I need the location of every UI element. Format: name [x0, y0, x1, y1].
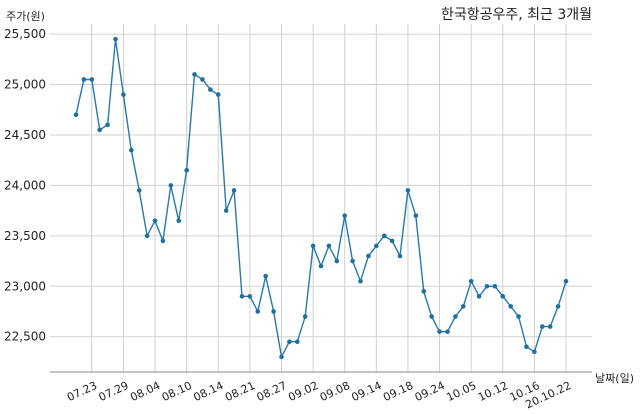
data-point: [310, 243, 316, 249]
data-point: [294, 339, 300, 345]
chart-title: 한국항공우주, 최근 3개월: [440, 7, 592, 23]
data-point: [381, 233, 387, 239]
data-point: [484, 283, 490, 289]
x-tick-label: 10.05: [444, 379, 478, 404]
data-point: [524, 344, 529, 350]
x-tick-label: 08.04: [128, 379, 162, 404]
y-tick-label: 24,000: [4, 178, 46, 192]
x-tick-label: 08.10: [160, 379, 194, 404]
data-point: [223, 208, 229, 213]
x-tick-label: 09.14: [350, 379, 384, 404]
data-point: [532, 349, 537, 355]
data-point: [516, 314, 521, 319]
x-tick-label: 07.23: [65, 379, 99, 404]
data-point: [429, 314, 434, 319]
data-point: [476, 294, 482, 299]
data-point: [271, 309, 276, 314]
data-point: [105, 122, 110, 128]
data-point: [73, 112, 79, 118]
y-tick-label: 22,500: [4, 330, 46, 344]
data-point: [555, 304, 561, 309]
data-point: [287, 339, 292, 345]
data-point: [413, 213, 419, 218]
data-point: [279, 354, 284, 360]
data-point: [563, 278, 569, 284]
x-tick-label: 08.27: [255, 379, 289, 404]
data-point: [350, 258, 355, 264]
data-point: [176, 218, 182, 223]
data-point: [136, 188, 142, 193]
data-point: [460, 304, 466, 309]
y-tick-label: 25,000: [4, 78, 46, 92]
data-point: [160, 238, 166, 244]
data-point: [200, 77, 205, 82]
data-point: [152, 218, 158, 223]
data-point: [113, 36, 118, 42]
data-point: [263, 273, 268, 279]
x-tick-label: 09.18: [381, 379, 415, 404]
data-point: [453, 314, 458, 319]
data-point: [121, 92, 126, 97]
data-point: [437, 329, 442, 334]
data-point: [334, 258, 340, 264]
data-point: [184, 167, 189, 173]
data-point: [239, 294, 245, 299]
data-point: [405, 188, 411, 193]
series-line: [75, 39, 567, 360]
data-point: [81, 77, 87, 82]
data-point: [397, 253, 403, 259]
data-point: [366, 253, 371, 259]
y-tick-label: 24,500: [4, 128, 46, 142]
x-tick-label: 08.14: [191, 379, 225, 404]
x-tick-label: 07.29: [97, 379, 131, 404]
data-point: [144, 233, 150, 239]
x-tick-label: 08.21: [223, 379, 257, 404]
x-axis-label: 날짜(일): [595, 372, 634, 385]
data-point: [97, 127, 103, 133]
data-point: [492, 283, 498, 289]
x-tick-label: 09.02: [286, 379, 320, 404]
data-point: [129, 147, 134, 153]
data-point: [547, 324, 553, 329]
data-point: [374, 243, 379, 249]
data-point: [326, 243, 332, 249]
data-point: [358, 278, 363, 284]
data-point: [215, 92, 221, 97]
data-point: [302, 314, 308, 319]
data-point: [168, 183, 174, 188]
data-point: [192, 72, 197, 77]
data-point: [342, 213, 348, 218]
data-point: [389, 238, 395, 244]
data-point: [247, 294, 253, 299]
x-tick-label: 09.24: [413, 379, 447, 404]
data-point: [89, 77, 95, 82]
y-tick-label: 23,000: [4, 279, 46, 293]
data-point: [500, 294, 506, 299]
x-tick-label: 10.12: [476, 379, 510, 404]
data-point: [231, 188, 237, 193]
y-tick-label: 23,500: [4, 229, 46, 243]
x-tick-label: 09.08: [318, 379, 352, 404]
data-point: [468, 278, 474, 284]
y-tick-label: 25,500: [4, 27, 46, 41]
data-point: [508, 304, 513, 309]
data-point: [255, 309, 261, 314]
data-point: [208, 87, 213, 92]
y-axis-label: 주가(원): [6, 10, 45, 23]
data-point: [539, 324, 545, 329]
data-point: [445, 329, 450, 334]
data-point: [318, 263, 324, 269]
data-point: [421, 289, 427, 294]
